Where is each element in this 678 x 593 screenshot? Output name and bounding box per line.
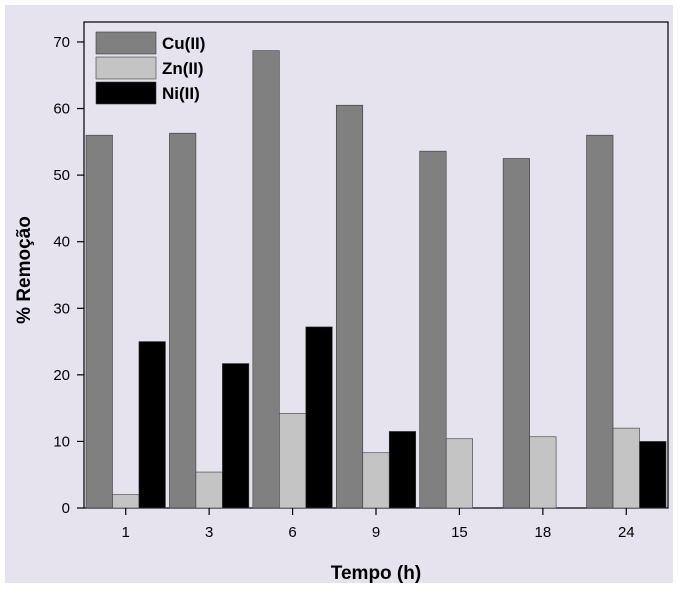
bar-znii-18	[529, 436, 557, 509]
x-tick-label: 1	[122, 524, 130, 541]
x-tick-label: 15	[451, 524, 468, 541]
legend-label-niii: Ni(II)	[162, 84, 200, 103]
y-tick-label: 0	[62, 500, 70, 517]
bar-niii-24	[639, 441, 667, 509]
x-tick-label: 6	[288, 524, 296, 541]
x-tick-label: 9	[372, 524, 380, 541]
legend: Cu(II) Zn(II) Ni(II)	[95, 31, 205, 105]
bar-cuii-6	[252, 50, 280, 509]
bar-znii-15	[445, 438, 473, 509]
legend-label-cuii: Cu(II)	[162, 34, 205, 53]
y-tick-label: 70	[53, 34, 70, 51]
legend-swatch-niii	[95, 81, 157, 105]
bar-cuii-18	[502, 158, 530, 509]
bar-niii-3	[222, 363, 250, 509]
bar-cuii-15	[419, 150, 447, 509]
legend-label-znii: Zn(II)	[162, 59, 204, 78]
y-tick-label: 50	[53, 167, 70, 184]
bar-cuii-3	[169, 132, 197, 509]
x-axis-title: Tempo (h)	[331, 563, 421, 584]
y-tick-label: 30	[53, 300, 70, 317]
x-tick-label: 24	[618, 524, 635, 541]
bar-niii-6	[305, 326, 333, 509]
y-tick-label: 40	[53, 234, 70, 251]
bar-cuii-1	[85, 134, 113, 509]
bar-znii-9	[362, 452, 390, 509]
y-axis-title: % Remoção	[14, 216, 35, 324]
legend-swatch-znii	[95, 56, 157, 80]
plot-layer: 0 10 20 30 40 50 60 70 1 3 6 9 15 18 24	[53, 21, 669, 541]
y-tick-label: 10	[53, 433, 70, 450]
bar-znii-1	[112, 494, 140, 509]
bar-znii-3	[195, 471, 223, 509]
bar-cuii-24	[586, 134, 614, 509]
legend-swatch-cuii	[95, 31, 157, 55]
bar-znii-6	[279, 413, 307, 509]
bar-znii-24	[612, 427, 640, 509]
bar-niii-9	[388, 431, 417, 509]
y-tick-label: 20	[53, 367, 70, 384]
y-tick-label: 60	[53, 101, 70, 118]
bar-cuii-9	[335, 104, 364, 509]
x-tick-label: 3	[205, 524, 213, 541]
x-tick-label: 18	[535, 524, 552, 541]
bar-niii-1	[138, 341, 166, 509]
